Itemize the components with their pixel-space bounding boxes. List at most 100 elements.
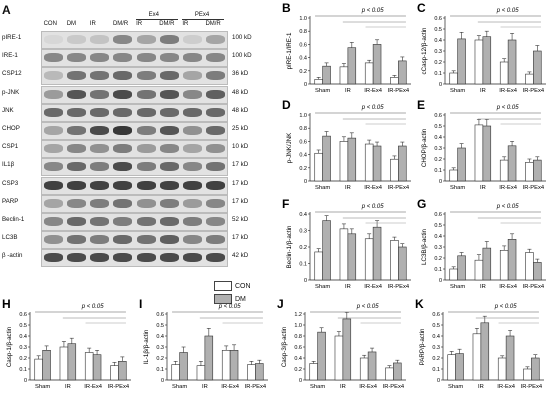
legend-swatch-con: [214, 281, 232, 291]
y-tick-label: 0.1: [434, 267, 442, 273]
bar-dm: [507, 39, 517, 85]
bar-dm: [533, 50, 542, 85]
bar-con: [525, 73, 534, 85]
blot-band: [67, 198, 87, 208]
blot-row: CSP1 10 kD: [0, 139, 280, 159]
bar-con: [171, 364, 180, 381]
blot-band: [205, 89, 225, 99]
y-tick-label: 0.4: [294, 356, 302, 362]
bar-con: [449, 169, 458, 182]
bar-con: [59, 346, 69, 381]
bar-con: [221, 349, 231, 381]
blot-band: [67, 162, 87, 172]
blot-band: [159, 107, 179, 117]
bar-dm: [67, 343, 77, 381]
x-tick-label: IR-PEx4: [108, 384, 130, 390]
blot-band: [136, 198, 156, 208]
blot-band: [182, 53, 202, 63]
y-tick-label: 0: [24, 378, 27, 384]
y-tick-label: 0.5: [432, 323, 440, 329]
blot-band: [113, 144, 133, 154]
y-tick-label: 0.6: [434, 212, 442, 218]
blot-band: [159, 198, 179, 208]
blot-band: [205, 126, 225, 135]
bar-dm: [482, 247, 492, 281]
legend-item-con: CON: [214, 281, 251, 291]
bar-dm: [347, 137, 357, 182]
blot-band: [182, 126, 202, 135]
blot-band: [67, 35, 87, 44]
p-value-annotation: p < 0.05: [496, 8, 520, 14]
x-tick-label: IR-PEx4: [388, 88, 410, 94]
blot-row: LC3B 17 kD: [0, 230, 280, 250]
y-axis-label: pIRE-1/IRE-1: [286, 32, 293, 69]
panel-label: K: [415, 297, 424, 311]
bar-dm: [533, 159, 542, 182]
blot-band: [44, 89, 63, 99]
blot-band: [159, 144, 179, 154]
x-tick-label: IR-Ex4: [499, 185, 517, 191]
bar-con: [449, 72, 458, 85]
x-tick-label: IR: [202, 384, 208, 390]
blot-band: [67, 235, 87, 245]
y-tick-label: 0.4: [434, 38, 442, 44]
blot-band: [113, 198, 133, 208]
y-tick-label: 0.5: [434, 223, 442, 229]
bar-dm: [118, 361, 127, 381]
bar-con: [499, 159, 509, 182]
blot-band: [182, 235, 202, 245]
y-tick-label: 0.6: [432, 312, 440, 318]
x-tick-label: Sham: [315, 185, 330, 191]
bar-dm: [347, 47, 357, 85]
blot-band: [136, 53, 156, 63]
blot-band: [67, 253, 87, 263]
blot-band: [44, 35, 63, 44]
bar-con: [314, 152, 323, 182]
blot-band: [136, 217, 156, 226]
bar-dm: [507, 238, 517, 281]
bar-con: [390, 240, 399, 281]
blot-band: [90, 126, 110, 135]
y-axis-label: Casp-3/β-actin: [281, 326, 288, 367]
blot-band: [159, 126, 179, 135]
y-tick-label: 0.8: [299, 126, 307, 132]
y-tick-label: 0.1: [19, 367, 27, 373]
blot-band: [90, 35, 110, 44]
legend: CON DM: [214, 281, 251, 304]
x-tick-label: Sham: [450, 185, 465, 191]
protein-label: CSP12: [2, 70, 22, 78]
y-tick-label: 0.5: [434, 124, 442, 130]
panel-label: H: [2, 297, 11, 311]
x-tick-label: IR-PEx4: [523, 284, 545, 290]
x-tick-label: IR: [480, 284, 486, 290]
protein-label: JNK: [2, 106, 14, 114]
y-tick-label: 0.3: [156, 345, 164, 351]
bar-dm: [367, 351, 377, 381]
bar-dm: [317, 331, 326, 381]
blot-band: [90, 53, 110, 63]
x-tick-label: IR: [480, 185, 486, 191]
kda-label: 100 kD: [232, 52, 252, 60]
protein-label: pIRE-1: [2, 34, 22, 41]
blot-band: [44, 144, 63, 154]
bar-dm: [457, 38, 466, 85]
bar-con: [474, 124, 484, 182]
y-tick-label: 0.1: [434, 71, 442, 77]
bar-dm: [455, 353, 464, 381]
blot-band: [182, 253, 202, 263]
kda-label: 48 kD: [232, 88, 249, 96]
x-tick-label: IR-Ex4: [497, 384, 515, 390]
p-value-annotation: p < 0.05: [496, 105, 520, 111]
chart-h: H 0 0.1 0.2 0.3 0.4 0.5 0.6 Casp-1/β-actin Sham IR…: [2, 297, 131, 390]
y-tick-label: 0.5: [156, 323, 164, 329]
bar-con: [334, 335, 344, 381]
blot-band: [136, 126, 156, 135]
blot-band: [182, 180, 202, 190]
kda-label: 42 kD: [232, 252, 249, 260]
y-tick-label: 0.4: [299, 153, 307, 159]
y-axis-label: CHOP/β-actin: [421, 128, 428, 167]
bar-dm: [531, 357, 540, 381]
bar-con: [34, 358, 43, 381]
blot-band: [90, 253, 110, 263]
blot-band: [67, 53, 87, 63]
